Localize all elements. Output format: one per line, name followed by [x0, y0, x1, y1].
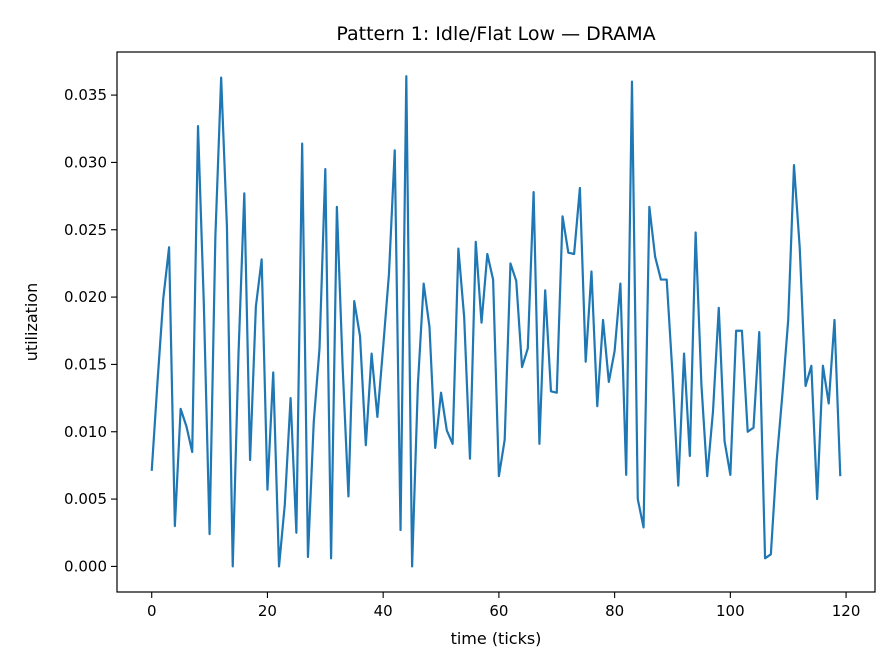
x-tick-label: 80 — [605, 602, 624, 620]
chart-title: Pattern 1: Idle/Flat Low — DRAMA — [336, 23, 655, 45]
y-tick-label: 0.005 — [64, 490, 107, 508]
x-tick-label: 100 — [716, 602, 745, 620]
plot-area — [150, 75, 842, 568]
y-axis: 0.000 0.005 0.010 0.015 0.020 0.025 0.030 0.035 — [64, 86, 117, 575]
y-tick-label: 0.020 — [64, 288, 107, 306]
x-tick-label: 20 — [258, 602, 277, 620]
y-tick-label: 0.010 — [64, 423, 107, 441]
x-tick-label: 60 — [489, 602, 508, 620]
x-axis: 0 20 40 60 80 100 120 — [147, 592, 860, 620]
y-tick-label: 0.035 — [64, 86, 107, 104]
y-axis-label: utilization — [22, 283, 41, 362]
series-line-0 — [150, 75, 842, 568]
x-tick-label: 40 — [374, 602, 393, 620]
x-axis-label: time (ticks) — [451, 629, 542, 648]
y-tick-label: 0.030 — [64, 153, 107, 171]
x-tick-label: 0 — [147, 602, 157, 620]
y-tick-label: 0.015 — [64, 355, 107, 373]
y-tick-label: 0.000 — [64, 557, 107, 575]
y-tick-label: 0.025 — [64, 221, 107, 239]
axes-frame — [116, 51, 876, 593]
x-tick-label: 120 — [832, 602, 861, 620]
